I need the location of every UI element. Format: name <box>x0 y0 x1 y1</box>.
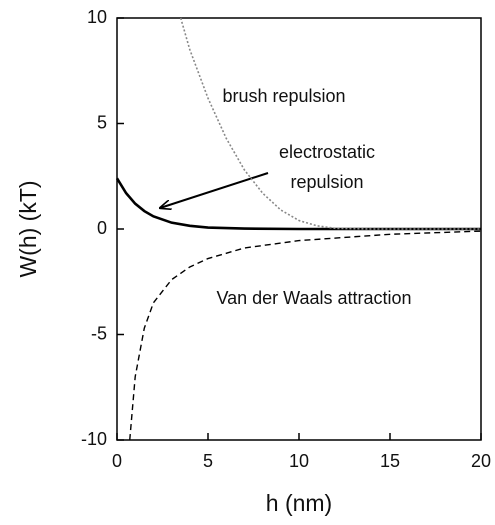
annotation: Van der Waals attraction <box>216 288 411 308</box>
x-tick-label: 15 <box>380 451 400 471</box>
x-tick-label: 5 <box>203 451 213 471</box>
arrow <box>160 172 269 208</box>
x-tick-label: 0 <box>112 451 122 471</box>
annotation: electrostatic <box>279 142 375 162</box>
x-tick-label: 10 <box>289 451 309 471</box>
annotation: brush repulsion <box>222 86 345 106</box>
y-tick-label: 5 <box>97 112 107 132</box>
annotation: repulsion <box>290 172 363 192</box>
x-tick-label: 20 <box>471 451 491 471</box>
series-line <box>129 230 482 441</box>
y-tick-label: -5 <box>91 323 107 343</box>
y-tick-label: 0 <box>97 218 107 238</box>
y-axis-title: W(h) (kT) <box>15 180 41 277</box>
series-line <box>115 177 481 231</box>
x-axis-title: h (nm) <box>266 490 332 516</box>
y-tick-label: 10 <box>87 7 107 27</box>
y-tick-label: -10 <box>81 429 107 449</box>
series-line <box>179 17 481 230</box>
